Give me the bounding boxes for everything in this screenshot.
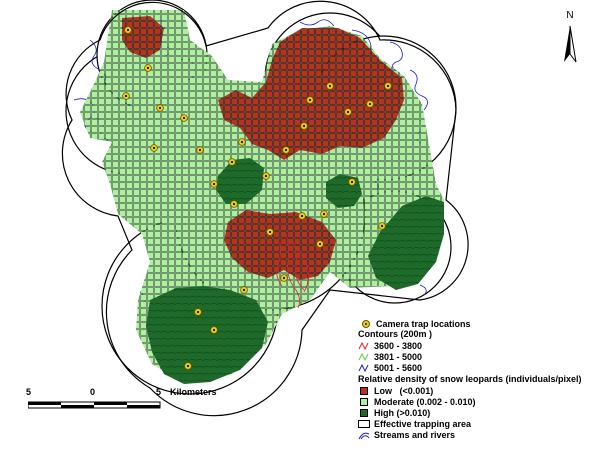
red-contours: [276, 233, 309, 309]
camera-trap-center: [124, 94, 128, 98]
camera-trap-center: [350, 180, 354, 184]
camera-trap-center: [232, 202, 236, 206]
legend-streams-label: Streams and rivers: [374, 430, 456, 441]
legend-camera-traps-label: Camera trap locations: [376, 318, 471, 329]
camera-trap-center: [182, 116, 186, 120]
legend-density-moderate: Moderate (0.002 - 0.010): [358, 396, 598, 407]
camera-trap-center: [300, 214, 304, 218]
map-legend: Camera trap locations Contours (200m ) 3…: [358, 318, 598, 441]
camera-trap-center: [264, 174, 268, 178]
legend-contour-mid: 3801 - 5000: [358, 352, 598, 363]
north-label: N: [566, 10, 574, 21]
legend-density-high-label: High (>0.010): [374, 408, 431, 419]
scale-bar: 5 0 5 Kilometers: [22, 387, 282, 427]
camera-trap-center: [308, 98, 312, 102]
high-density-zone-central: [216, 158, 264, 204]
camera-trap-center: [230, 160, 234, 164]
legend-contour-low: 3600 - 3800: [358, 340, 598, 351]
stream-icon: [358, 430, 370, 441]
camera-trap-center: [186, 364, 190, 368]
camera-trap-center: [346, 110, 350, 114]
legend-contour-low-label: 3600 - 3800: [374, 340, 423, 351]
camera-trap-center: [322, 212, 326, 216]
legend-density-low-label: Low (<0.001): [374, 385, 434, 396]
low-density-swatch: [358, 385, 370, 396]
legend-density-title: Relative density of snow leopards (indiv…: [358, 373, 582, 384]
camera-trap-center: [368, 102, 372, 106]
camera-trap-center: [198, 148, 202, 152]
contour-green-icon: [358, 352, 370, 363]
low-density-zone-north: [218, 28, 404, 160]
camera-trap-center: [328, 84, 332, 88]
legend-contours-title: Contours (200m ): [358, 329, 433, 340]
legend-contour-high-label: 5001 - 5600: [374, 363, 423, 374]
low-density-zone-northwest: [122, 16, 164, 58]
moderate-density-swatch: [358, 396, 370, 407]
legend-streams: Streams and rivers: [358, 430, 598, 441]
scale-bar-graphic: [28, 401, 161, 409]
legend-density-high: High (>0.010): [358, 408, 598, 419]
scale-unit: Kilometers: [170, 387, 217, 397]
camera-trap-center: [146, 66, 150, 70]
camera-trap-center: [318, 242, 322, 246]
camera-trap-center: [242, 288, 246, 292]
camera-trap-center: [240, 140, 244, 144]
north-arrow: N: [556, 10, 584, 70]
camera-trap-center: [212, 182, 216, 186]
legend-contour-high: 5001 - 5600: [358, 363, 598, 374]
legend-density-moderate-label: Moderate (0.002 - 0.010): [374, 396, 476, 407]
contour-red-icon: [358, 340, 370, 351]
camera-trap-center: [380, 224, 384, 228]
camera-trap-icon: [360, 318, 372, 329]
camera-trap-center: [282, 276, 286, 280]
legend-trapping-area: Effective trapping area: [358, 419, 598, 430]
camera-trap-center: [212, 328, 216, 332]
trapping-area-boundary: [61, 0, 469, 417]
trapping-area-swatch: [358, 419, 370, 430]
high-density-zone-southwest: [146, 286, 268, 384]
scale-tick-left: 5: [26, 387, 32, 397]
camera-trap-center: [302, 124, 306, 128]
camera-trap-center: [158, 106, 162, 110]
low-density-zone-center: [224, 210, 336, 280]
legend-camera-traps: Camera trap locations: [358, 318, 598, 329]
scale-tick-zero: 0: [90, 387, 96, 397]
camera-trap-center: [126, 28, 130, 32]
high-density-zone-east: [368, 196, 444, 290]
camera-trap-center: [386, 84, 390, 88]
legend-trapping-area-label: Effective trapping area: [374, 419, 472, 430]
camera-trap-center: [152, 146, 156, 150]
camera-trap-center: [196, 310, 200, 314]
contour-blue-icon: [358, 363, 370, 374]
legend-density-low: Low (<0.001): [358, 385, 598, 396]
legend-contour-mid-label: 3801 - 5000: [374, 352, 423, 363]
camera-trap-center: [268, 230, 272, 234]
scale-tick-right: 5: [156, 387, 162, 397]
high-density-swatch: [358, 408, 370, 419]
camera-traps: [122, 26, 392, 370]
north-arrow-icon: [564, 25, 577, 63]
camera-trap-center: [284, 148, 288, 152]
